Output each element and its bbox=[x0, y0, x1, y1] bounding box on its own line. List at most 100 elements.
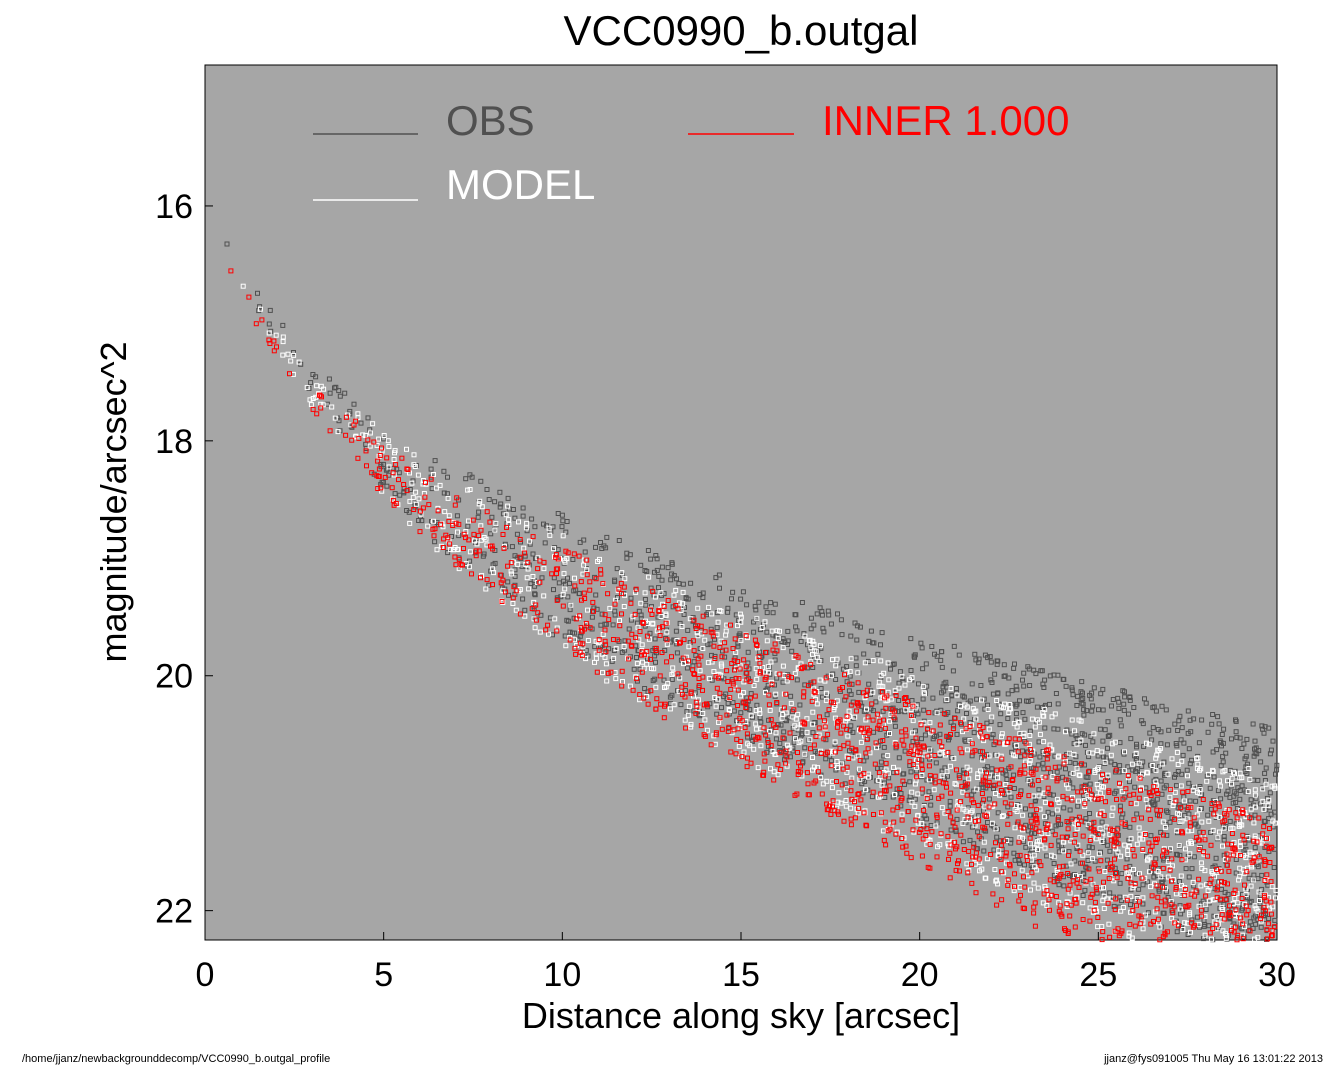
data-point bbox=[285, 351, 291, 357]
data-point bbox=[1027, 747, 1033, 752]
data-point bbox=[697, 668, 703, 674]
data-point bbox=[1053, 691, 1059, 696]
data-point bbox=[956, 858, 961, 864]
data-point bbox=[1017, 860, 1023, 866]
data-point bbox=[870, 789, 876, 795]
data-point bbox=[919, 853, 925, 859]
data-point bbox=[1165, 809, 1171, 815]
data-point bbox=[1083, 816, 1089, 822]
data-point bbox=[726, 724, 732, 730]
data-point bbox=[1182, 887, 1188, 892]
data-point bbox=[763, 604, 769, 610]
data-point bbox=[625, 655, 631, 661]
data-point bbox=[267, 307, 273, 313]
data-point bbox=[1023, 844, 1029, 850]
data-point bbox=[1067, 913, 1073, 919]
data-point bbox=[884, 693, 890, 699]
data-point bbox=[1008, 794, 1014, 800]
data-point bbox=[943, 780, 949, 786]
data-point bbox=[1029, 716, 1035, 722]
data-point bbox=[1040, 713, 1046, 719]
data-point bbox=[785, 638, 791, 644]
data-point bbox=[765, 740, 771, 745]
data-point bbox=[1263, 843, 1269, 849]
data-point bbox=[802, 751, 808, 757]
data-point bbox=[792, 671, 798, 677]
data-point bbox=[958, 720, 964, 726]
data-point bbox=[1028, 812, 1033, 818]
data-point bbox=[549, 571, 555, 577]
data-point bbox=[908, 713, 914, 719]
data-point bbox=[1151, 919, 1156, 924]
data-point bbox=[619, 570, 625, 576]
data-point bbox=[1031, 852, 1037, 858]
data-point bbox=[810, 721, 816, 727]
data-point bbox=[964, 792, 970, 798]
data-point bbox=[1233, 729, 1239, 735]
data-point bbox=[1065, 929, 1071, 935]
data-point bbox=[1009, 688, 1015, 694]
data-point bbox=[975, 802, 981, 808]
data-point bbox=[587, 625, 593, 631]
data-point bbox=[420, 505, 426, 511]
data-point bbox=[980, 749, 985, 755]
data-point bbox=[510, 601, 516, 606]
data-point bbox=[920, 696, 926, 702]
data-point bbox=[825, 731, 831, 737]
data-point bbox=[702, 637, 708, 643]
data-point bbox=[367, 427, 373, 433]
data-point bbox=[1243, 753, 1249, 759]
data-point bbox=[565, 575, 570, 581]
data-point bbox=[490, 582, 495, 588]
data-point bbox=[1095, 753, 1101, 759]
data-point bbox=[632, 611, 638, 617]
data-point bbox=[652, 594, 658, 600]
data-point bbox=[435, 508, 441, 514]
data-point bbox=[773, 730, 779, 736]
data-point bbox=[999, 731, 1005, 737]
data-point bbox=[719, 726, 725, 732]
data-point bbox=[953, 686, 959, 691]
data-point bbox=[1187, 912, 1192, 918]
data-point bbox=[659, 650, 665, 655]
data-point bbox=[717, 690, 723, 696]
data-point bbox=[571, 551, 577, 557]
data-point bbox=[456, 556, 462, 562]
data-point bbox=[856, 791, 862, 797]
data-point bbox=[881, 744, 887, 750]
data-point bbox=[908, 668, 914, 673]
data-point bbox=[1258, 915, 1264, 921]
data-point bbox=[296, 359, 302, 365]
data-point bbox=[521, 545, 527, 551]
data-point bbox=[1268, 899, 1274, 905]
data-point bbox=[1083, 774, 1089, 780]
data-point bbox=[1034, 839, 1040, 845]
data-point bbox=[1136, 795, 1142, 801]
data-point bbox=[713, 730, 719, 736]
data-point bbox=[1174, 929, 1180, 935]
data-point bbox=[1075, 803, 1081, 809]
data-point bbox=[1118, 930, 1124, 936]
data-point bbox=[854, 701, 860, 707]
data-point bbox=[538, 612, 544, 618]
data-point bbox=[992, 801, 998, 807]
data-point bbox=[1020, 812, 1026, 818]
data-point bbox=[1252, 746, 1257, 752]
data-point bbox=[831, 763, 837, 768]
data-point bbox=[1191, 815, 1197, 821]
data-point bbox=[854, 637, 860, 643]
data-point bbox=[1048, 842, 1054, 848]
data-point bbox=[546, 631, 551, 637]
data-point bbox=[662, 703, 667, 709]
data-point bbox=[1088, 825, 1094, 831]
data-point bbox=[984, 764, 990, 770]
data-point bbox=[1139, 875, 1145, 881]
data-point bbox=[733, 649, 739, 655]
data-point bbox=[1056, 800, 1062, 805]
data-point bbox=[537, 558, 543, 564]
data-point bbox=[605, 670, 611, 676]
data-point bbox=[998, 856, 1004, 862]
data-point bbox=[719, 654, 725, 660]
data-point bbox=[1125, 875, 1131, 881]
data-point bbox=[888, 666, 893, 672]
